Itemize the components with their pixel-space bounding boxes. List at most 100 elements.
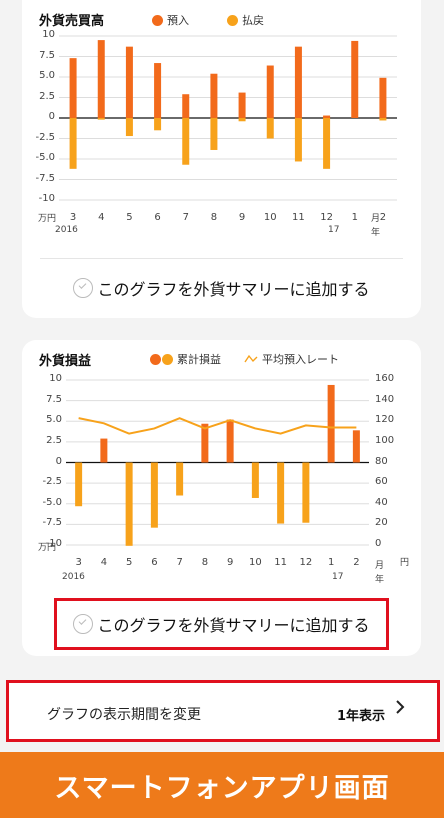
legend-label-deposit: 預入	[167, 14, 189, 27]
bar-primary	[266, 65, 274, 118]
bar-primary	[226, 419, 234, 463]
bar-primary	[238, 92, 246, 118]
x-tick-label: 1	[327, 557, 335, 568]
year-label-start: 2016	[62, 572, 85, 582]
legend-item-avg-rate: 平均預入レート	[244, 351, 339, 367]
bar-primary	[352, 430, 360, 463]
bar-primary	[323, 115, 331, 118]
legend-label-avg-rate: 平均預入レート	[262, 353, 339, 366]
add-to-summary-button[interactable]: このグラフを外貨サマリーに追加する	[54, 612, 389, 636]
bar-secondary	[238, 118, 246, 122]
bar-primary	[379, 77, 387, 118]
x-tick-label: 12	[299, 557, 313, 568]
bar-primary	[302, 462, 310, 523]
y2-tick-label: 80	[375, 455, 388, 467]
y-tick-label: -7.5	[35, 172, 55, 184]
x-tick-label: 6	[154, 212, 161, 223]
year-label-start: 2016	[55, 225, 78, 235]
y-tick-label: 7.5	[46, 393, 62, 405]
avg-rate-line	[78, 417, 357, 435]
chart-card-trade-volume: 外貨売買高 預入 払戻 10 7.5 5.0 2.5 0 -2.5 -5.0 -7.5 -10 3…	[22, 0, 421, 318]
x-tick-label: 3	[75, 557, 82, 568]
y-tick-label: 2.5	[39, 90, 55, 102]
y-tick-label: 2.5	[46, 434, 62, 446]
bar-secondary	[69, 118, 77, 169]
bar-primary	[97, 40, 105, 118]
bar-primary	[277, 462, 285, 524]
chart-plot-profit-loss	[66, 379, 369, 546]
y2-tick-label: 120	[375, 414, 395, 426]
legend-dot-deposit	[152, 14, 163, 26]
bar-primary	[182, 94, 190, 118]
bar-primary	[210, 73, 218, 118]
bar-secondary	[210, 118, 218, 150]
y-tick-label: -7.5	[42, 517, 62, 529]
bar-primary	[75, 462, 83, 507]
x-tick-label: 11	[274, 557, 287, 568]
x-tick-label: 9	[226, 557, 234, 568]
y2-tick-label: 160	[375, 373, 395, 384]
divider	[40, 258, 403, 259]
y-tick-label: 7.5	[39, 49, 55, 61]
y-tick-label: -10	[38, 193, 55, 204]
chart-title: 外貨売買高	[39, 14, 105, 29]
y-tick-label: 5.0	[39, 70, 55, 81]
x-tick-label: 4	[98, 212, 105, 223]
x-tick-label: 8	[201, 557, 209, 568]
y-tick-label: 5.0	[46, 414, 62, 426]
x-tick-label: 11	[292, 212, 305, 223]
y-tick-label: -2.5	[42, 476, 62, 488]
bar-secondary	[154, 118, 162, 131]
display-period-label: グラフの表示期間を変更	[47, 707, 201, 723]
y-tick-label: 0	[48, 111, 55, 122]
y-unit-label: 万円	[38, 214, 57, 224]
bar-secondary	[182, 118, 190, 165]
legend-item-deposit: 預入	[152, 12, 189, 28]
x-tick-label: 1	[351, 212, 358, 223]
y-tick-label: -5.0	[42, 496, 62, 508]
y-unit-label: 万円	[38, 543, 57, 553]
bar-secondary	[379, 118, 387, 121]
year-label-mid: 17	[332, 572, 344, 582]
x-tick-label: 10	[249, 557, 262, 568]
chevron-right-icon	[396, 700, 405, 714]
x-unit-year: 年	[371, 228, 381, 238]
y2-tick-label: 60	[375, 476, 388, 488]
bar-primary	[69, 58, 77, 118]
x-tick-label: 5	[125, 557, 133, 568]
x-tick-label: 3	[69, 212, 77, 223]
bar-primary	[294, 46, 302, 118]
y2-tick-label: 100	[375, 434, 395, 446]
bar-primary	[327, 384, 335, 463]
legend-item-cumulative-pl: 累計損益	[150, 351, 221, 367]
bar-primary	[125, 462, 133, 546]
x-unit-month: 月	[375, 561, 385, 571]
legend-item-withdraw: 払戻	[227, 12, 264, 28]
legend-label-cumulative-pl: 累計損益	[177, 353, 221, 366]
y2-tick-label: 0	[375, 538, 382, 549]
add-to-summary-button[interactable]: このグラフを外貨サマリーに追加する	[22, 276, 421, 300]
bar-primary	[251, 462, 259, 498]
bar-secondary	[97, 118, 105, 120]
y2-tick-label: 140	[375, 393, 395, 405]
smartphone-app-banner: スマートフォンアプリ画面	[0, 752, 444, 818]
x-tick-label: 7	[182, 212, 189, 223]
y-tick-label: 10	[49, 373, 62, 384]
x-unit-year: 年	[375, 575, 385, 585]
bar-primary	[125, 46, 133, 118]
x-tick-label: 2	[379, 212, 387, 223]
y2-tick-label: 40	[375, 496, 388, 508]
x-tick-label: 10	[263, 212, 277, 223]
y-tick-label: -2.5	[35, 131, 55, 143]
bar-secondary	[125, 118, 133, 137]
line-icon	[244, 354, 258, 363]
year-label-mid: 17	[328, 225, 340, 235]
display-period-row[interactable]: グラフの表示期間を変更 1年表示	[6, 680, 440, 742]
bar-primary	[100, 438, 108, 463]
legend-label-withdraw: 払戻	[242, 14, 264, 27]
x-tick-label: 7	[176, 557, 183, 568]
check-circle-icon	[73, 614, 94, 634]
bar-primary	[150, 462, 158, 528]
display-period-value: 1年表示	[336, 709, 385, 724]
x-unit-month: 月	[371, 214, 381, 224]
